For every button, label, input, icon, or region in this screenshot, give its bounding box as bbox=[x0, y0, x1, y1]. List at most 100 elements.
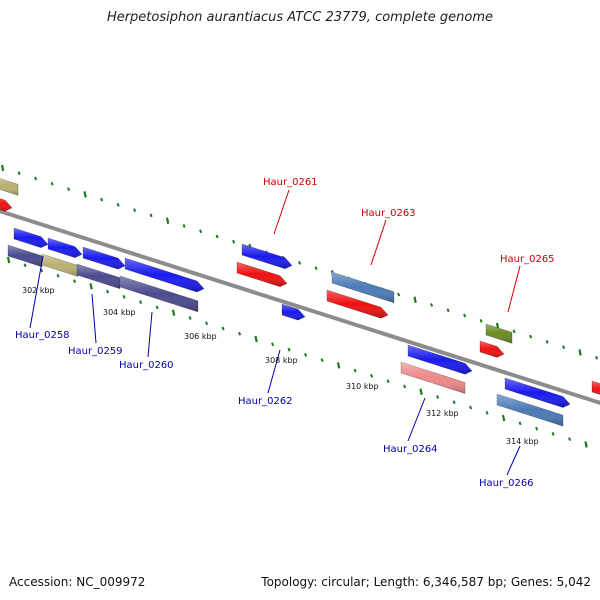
gene-haur-0264-pink-shading bbox=[401, 362, 465, 394]
inner-track-tick bbox=[535, 426, 539, 431]
leader-haur-0260 bbox=[147, 311, 153, 358]
footer-accession: Accession: NC_009972 bbox=[9, 575, 145, 589]
outer-track-tick bbox=[512, 329, 516, 334]
gene-feature-blue-shading bbox=[48, 238, 82, 258]
gene-haur-0263-shading bbox=[332, 272, 394, 303]
outer-track-tick bbox=[83, 191, 87, 198]
outer-track-tick bbox=[463, 313, 467, 318]
inner-track-tick bbox=[89, 283, 93, 290]
gene-haur-0261-shading bbox=[242, 244, 292, 269]
genes-value: 5,042 bbox=[556, 575, 591, 589]
gene-features bbox=[0, 178, 600, 427]
inner-track-tick bbox=[6, 256, 11, 264]
gene-feature-blue-shading bbox=[14, 228, 48, 248]
outer-track-tick bbox=[298, 260, 302, 265]
outer-track-tick bbox=[529, 334, 533, 339]
leader-haur-0258 bbox=[29, 255, 44, 329]
outer-track-tick bbox=[100, 197, 104, 202]
gene-label-haur-0261: Haur_0261 bbox=[263, 177, 318, 188]
outer-track-tick bbox=[314, 266, 318, 270]
scale-label-312kbp: 312 kbp bbox=[426, 409, 459, 418]
outer-track-tick bbox=[430, 303, 434, 307]
length-label: Length: bbox=[373, 575, 420, 589]
inner-track-tick bbox=[271, 342, 275, 347]
outer-track-tick bbox=[0, 164, 5, 172]
inner-track-tick bbox=[353, 368, 357, 373]
outer-track-tick bbox=[50, 181, 54, 186]
outer-track-tick bbox=[232, 239, 236, 244]
inner-track-tick bbox=[23, 263, 27, 268]
inner-track-tick bbox=[320, 358, 324, 362]
scale-label-302kbp: 302 kbp bbox=[22, 286, 55, 295]
gene-partial-red-shading bbox=[0, 198, 12, 212]
gene-label-haur-0264: Haur_0264 bbox=[383, 444, 438, 455]
leader-haur-0259 bbox=[91, 293, 97, 344]
scale-label-310kbp: 310 kbp bbox=[346, 382, 379, 391]
outer-track-tick bbox=[215, 234, 219, 239]
inner-track-tick bbox=[238, 331, 242, 336]
inner-track-tick bbox=[436, 395, 440, 399]
outer-track-tick bbox=[165, 217, 170, 224]
topology-label: Topology: bbox=[261, 575, 318, 589]
scale-label-304kbp: 304 kbp bbox=[103, 308, 136, 317]
outer-track-tick bbox=[149, 213, 153, 218]
gene-label-haur-0259: Haur_0259 bbox=[68, 346, 123, 357]
outer-track-tick bbox=[116, 203, 120, 207]
gene-label-haur-0260: Haur_0260 bbox=[119, 360, 174, 371]
leader-haur-0263 bbox=[370, 219, 387, 266]
inner-track-tick bbox=[287, 347, 291, 352]
gene-feature-blue-shading bbox=[125, 258, 204, 292]
inner-track-tick bbox=[122, 295, 126, 299]
outer-track-tick bbox=[182, 224, 186, 228]
outer-track-tick bbox=[595, 355, 599, 360]
inner-track-tick bbox=[254, 335, 258, 343]
gene-label-haur-0263: Haur_0263 bbox=[361, 208, 416, 219]
inner-track-tick bbox=[469, 405, 473, 410]
inner-track-tick bbox=[106, 289, 110, 294]
gene-haur-0258-shading bbox=[8, 245, 42, 267]
inner-track-tick bbox=[336, 362, 341, 369]
inner-track-tick bbox=[221, 326, 225, 331]
inner-track-tick bbox=[403, 384, 407, 389]
outer-track-tick bbox=[133, 208, 137, 213]
outer-track-tick bbox=[397, 292, 401, 297]
outer-track-tick bbox=[545, 340, 549, 344]
scale-label-306kbp: 306 kbp bbox=[184, 332, 217, 341]
accession-value: NC_009972 bbox=[76, 575, 146, 589]
gene-haur-0266-shading bbox=[505, 378, 570, 408]
gene-label-haur-0265: Haur_0265 bbox=[500, 254, 555, 265]
outer-track-tick bbox=[578, 349, 582, 356]
gene-haur-0265-red-shading bbox=[480, 341, 504, 358]
outer-track-tick bbox=[446, 308, 450, 313]
inner-track-tick bbox=[584, 441, 588, 448]
leader-haur-0264 bbox=[407, 397, 426, 442]
genes-label: Genes: bbox=[510, 575, 553, 589]
inner-track-tick bbox=[304, 352, 308, 357]
gene-haur-0266-steel-shading bbox=[497, 394, 563, 427]
inner-track-tick bbox=[73, 279, 77, 283]
inner-track-tick bbox=[188, 316, 192, 320]
topology-value: circular bbox=[321, 575, 366, 589]
inner-track-tick bbox=[205, 321, 209, 326]
inner-track-tick bbox=[485, 410, 489, 415]
scale-label-314kbp: 314 kbp bbox=[506, 437, 539, 446]
inner-track-tick bbox=[419, 388, 423, 395]
leader-haur-0265 bbox=[507, 265, 521, 313]
inner-tick-track bbox=[6, 256, 588, 448]
inner-track-tick bbox=[155, 305, 159, 310]
leader-haur-0266 bbox=[506, 445, 521, 476]
gene-haur-0262-shading bbox=[282, 304, 305, 321]
gene-haur-0263-red-shading bbox=[327, 290, 388, 319]
inner-track-tick bbox=[386, 379, 390, 384]
gene-label-haur-0258: Haur_0258 bbox=[15, 330, 70, 341]
gene-partial-red-right-shading bbox=[592, 381, 600, 395]
gene-haur-0265-shading bbox=[486, 324, 512, 344]
outer-track-tick bbox=[562, 345, 566, 350]
gene-haur-0259-b-shading bbox=[77, 264, 120, 289]
inner-track-tick bbox=[40, 268, 44, 273]
gene-label-haur-0266: Haur_0266 bbox=[479, 478, 534, 489]
outer-track-tick bbox=[67, 187, 71, 191]
gene-feature-blue-shading bbox=[83, 247, 125, 270]
